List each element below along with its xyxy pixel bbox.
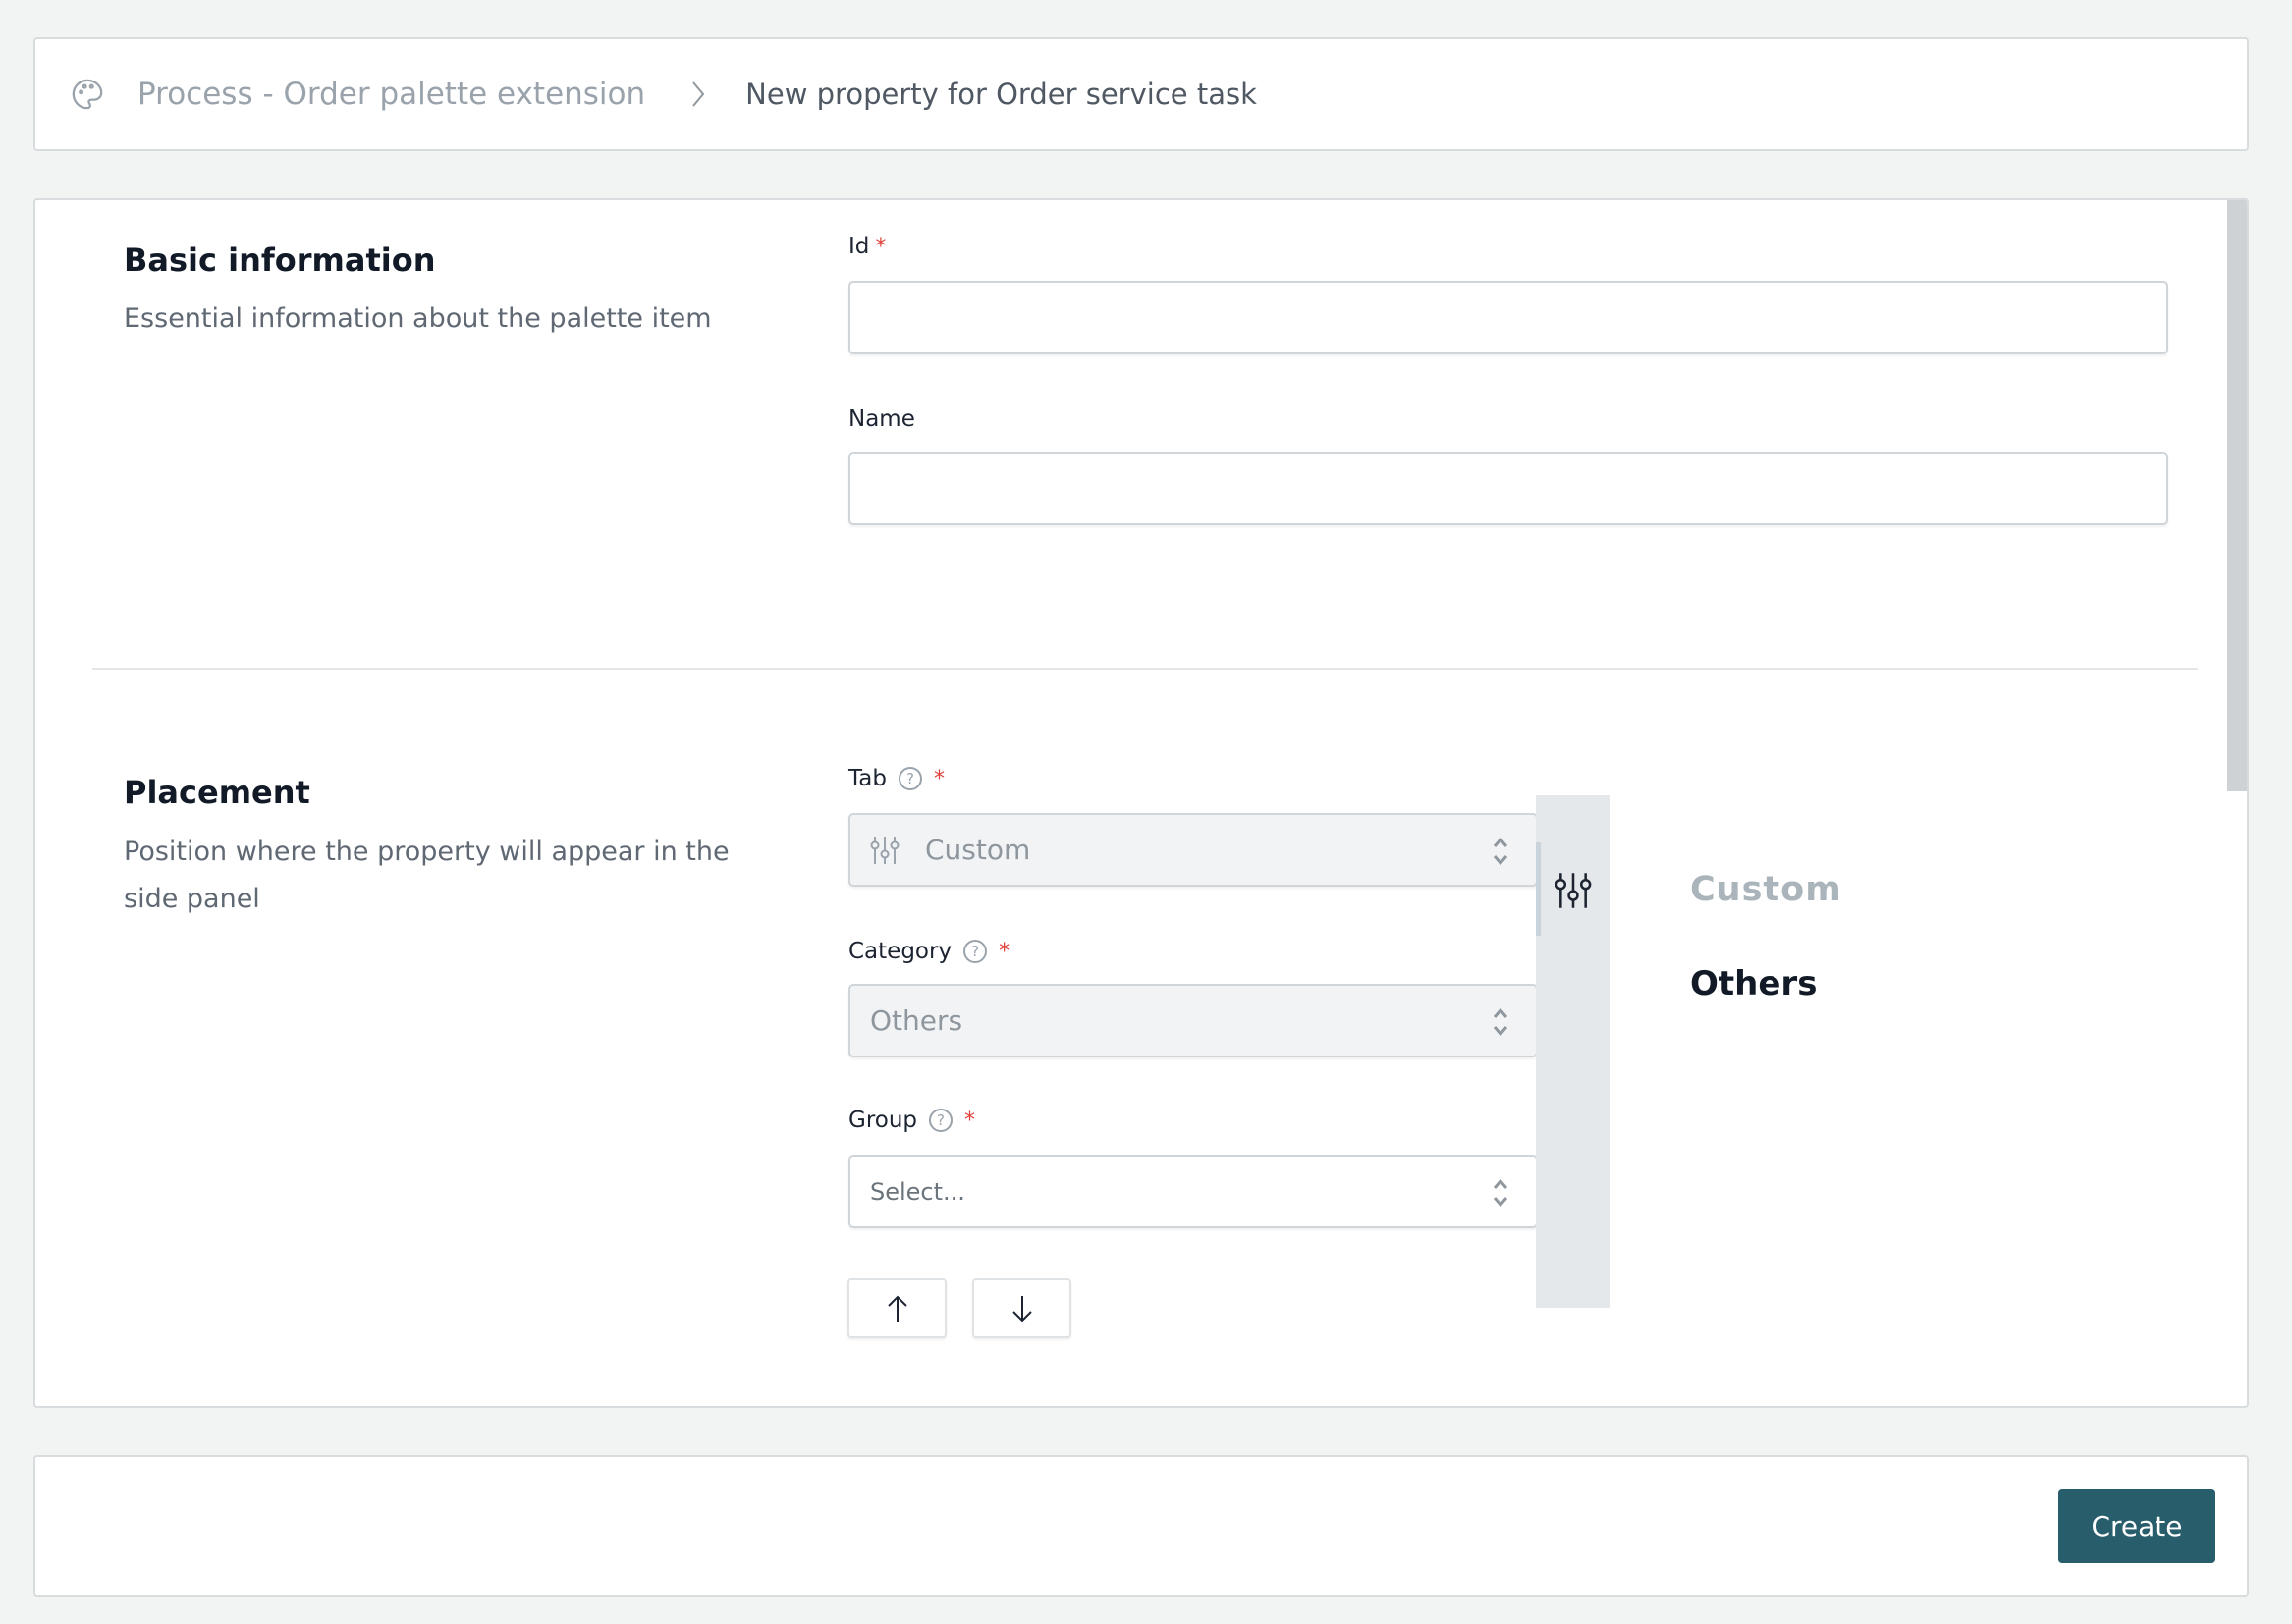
tab-select[interactable]: Custom: [848, 813, 1538, 887]
category-select[interactable]: Others: [848, 984, 1538, 1057]
section-divider: [92, 668, 2198, 670]
footer-bar: Create: [33, 1455, 2249, 1597]
sliders-icon: [870, 836, 900, 864]
form-card: Basic information Essential information …: [33, 198, 2249, 1408]
create-button[interactable]: Create: [2058, 1489, 2215, 1563]
section-desc-placement: Position where the property will appear …: [124, 837, 730, 914]
chevron-up-down-icon: [1493, 837, 1508, 866]
tab-label: Tab? *: [848, 766, 945, 791]
sliders-icon[interactable]: [1555, 870, 1592, 911]
breadcrumb-current: New property for Order service task: [745, 78, 1257, 111]
category-label: Category? *: [848, 939, 1010, 964]
id-input[interactable]: [848, 281, 2168, 354]
breadcrumb-parent-link[interactable]: Process - Order palette extension: [137, 77, 646, 112]
group-select[interactable]: Select...: [848, 1155, 1538, 1228]
name-label: Name: [848, 406, 915, 432]
name-input[interactable]: [848, 452, 2168, 525]
section-desc-basic: Essential information about the palette …: [124, 303, 712, 334]
breadcrumb: Process - Order palette extension New pr…: [71, 39, 1257, 149]
id-label: Id *: [848, 234, 887, 259]
chevron-right-icon: [692, 81, 705, 107]
group-label: Group? *: [848, 1108, 976, 1133]
help-icon[interactable]: ?: [929, 1109, 954, 1132]
scrollbar-thumb[interactable]: [2227, 200, 2247, 791]
preview-tab-name: Custom: [1690, 870, 1842, 909]
palette-icon: [72, 79, 103, 110]
move-down-button[interactable]: [972, 1278, 1071, 1338]
arrow-up-icon: [887, 1295, 907, 1322]
active-tab-indicator: [1536, 842, 1541, 936]
chevron-up-down-icon: [1493, 1178, 1508, 1208]
help-icon[interactable]: ?: [963, 940, 988, 963]
section-title-placement: Placement: [124, 774, 310, 811]
section-title-basic: Basic information: [124, 242, 436, 279]
breadcrumb-bar: Process - Order palette extension New pr…: [33, 37, 2249, 151]
preview-category-name: Others: [1690, 964, 1818, 1003]
arrow-down-icon: [1011, 1295, 1032, 1322]
preview-tab-rail: [1536, 795, 1610, 1308]
chevron-up-down-icon: [1493, 1007, 1508, 1037]
help-icon[interactable]: ?: [898, 767, 922, 790]
move-up-button[interactable]: [847, 1278, 947, 1338]
